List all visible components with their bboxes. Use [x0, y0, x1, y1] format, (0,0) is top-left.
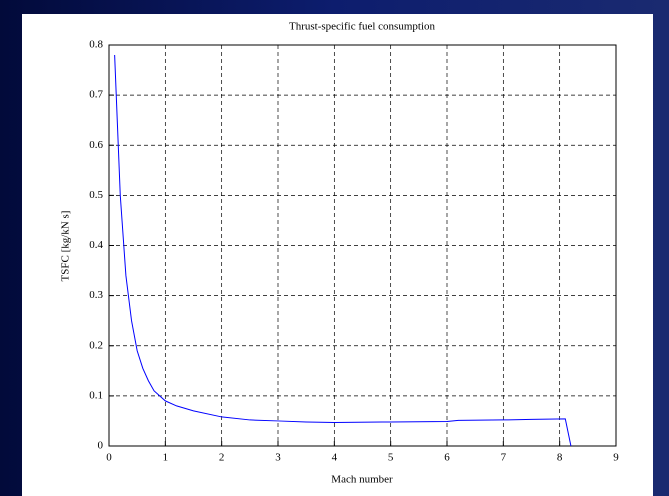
x-tick-label: 6 [444, 452, 450, 464]
y-tick-label: 0.6 [89, 139, 103, 151]
x-tick-label: 8 [557, 452, 563, 464]
x-axis-label: Mach number [331, 474, 393, 486]
y-tick-label: 0.7 [89, 89, 103, 101]
axes-box [108, 44, 617, 447]
x-tick-label: 4 [332, 452, 338, 464]
x-tick-label: 5 [388, 452, 394, 464]
figure [22, 14, 653, 496]
x-tick-label: 2 [219, 452, 225, 464]
y-tick-label: 0.4 [89, 239, 103, 251]
x-tick-label: 9 [613, 452, 619, 464]
y-axis-label: TSFC [kg/kN s] [60, 211, 72, 282]
y-tick-label: 0.3 [89, 289, 103, 301]
x-tick-label: 0 [106, 452, 112, 464]
chart-title: Thrust-specific fuel consumption [289, 21, 436, 33]
y-tick-label: 0.1 [89, 389, 103, 401]
x-tick-label: 7 [501, 452, 507, 464]
x-tick-label: 3 [275, 452, 281, 464]
y-tick-label: 0.2 [89, 339, 103, 351]
x-tick-label: 1 [163, 452, 169, 464]
y-tick-label: 0 [98, 440, 104, 452]
data-line [114, 55, 572, 447]
y-tick-label: 0.8 [89, 39, 103, 51]
y-tick-label: 0.5 [89, 189, 103, 201]
